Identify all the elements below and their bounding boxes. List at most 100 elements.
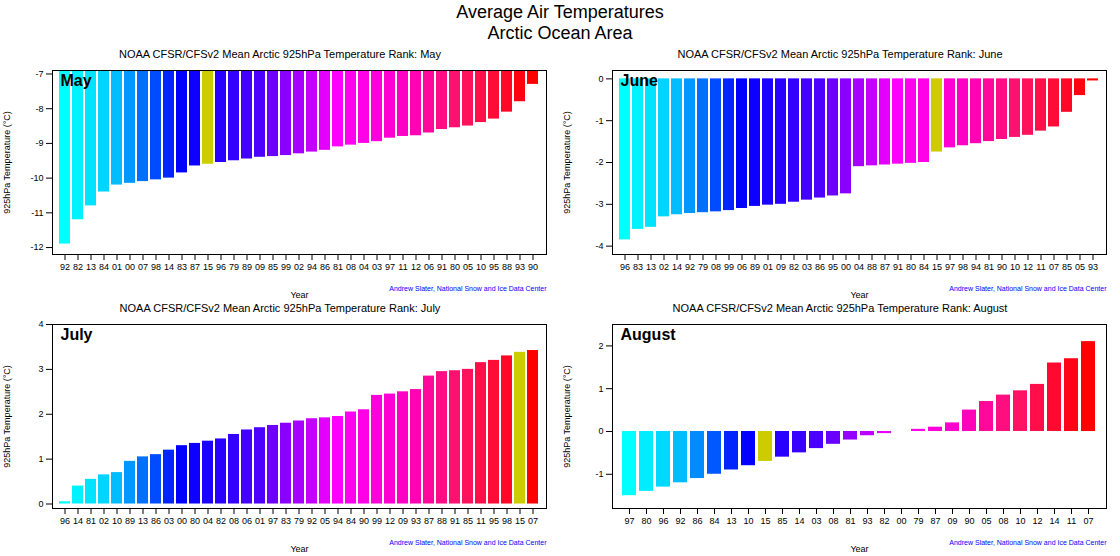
svg-text:95: 95 [828,262,838,272]
svg-text:12: 12 [411,262,421,272]
svg-text:84: 84 [99,262,109,272]
svg-text:Year: Year [850,544,868,554]
svg-text:14: 14 [1049,516,1059,526]
svg-text:03: 03 [802,262,812,272]
svg-text:83: 83 [633,262,643,272]
svg-text:-10: -10 [30,173,43,183]
svg-text:93: 93 [862,516,872,526]
svg-text:96: 96 [60,516,70,526]
svg-text:91: 91 [450,516,460,526]
svg-text:80: 80 [450,262,460,272]
svg-text:04: 04 [203,516,213,526]
svg-text:Andrew Slater, National Snow a: Andrew Slater, National Snow and Ice Dat… [949,539,1107,546]
svg-text:15: 15 [515,516,525,526]
svg-text:May: May [61,72,92,89]
svg-text:81: 81 [984,262,994,272]
svg-text:93: 93 [515,262,525,272]
svg-text:96: 96 [658,516,668,526]
svg-text:09: 09 [776,262,786,272]
svg-text:14: 14 [164,262,174,272]
svg-text:00: 00 [177,516,187,526]
svg-text:11: 11 [1036,262,1045,272]
svg-text:98: 98 [958,262,968,272]
svg-text:82: 82 [879,516,889,526]
svg-text:91: 91 [893,262,903,272]
svg-text:09: 09 [947,516,957,526]
svg-text:89: 89 [125,516,135,526]
svg-text:85: 85 [463,516,473,526]
svg-text:02: 02 [659,262,669,272]
svg-text:79: 79 [229,262,239,272]
svg-text:03: 03 [811,516,821,526]
svg-text:-9: -9 [35,138,43,148]
svg-text:13: 13 [138,516,148,526]
svg-text:13: 13 [646,262,656,272]
svg-text:86: 86 [320,262,330,272]
svg-text:07: 07 [1049,262,1059,272]
svg-text:86: 86 [151,516,161,526]
svg-text:95: 95 [489,516,499,526]
svg-text:80: 80 [641,516,651,526]
svg-text:1: 1 [598,384,603,394]
svg-text:87: 87 [930,516,940,526]
svg-text:92: 92 [307,516,317,526]
svg-text:08: 08 [229,516,239,526]
svg-text:93: 93 [1088,262,1098,272]
svg-text:14: 14 [73,516,83,526]
svg-text:89: 89 [242,262,252,272]
svg-text:89: 89 [750,262,760,272]
svg-text:79: 79 [698,262,708,272]
svg-text:15: 15 [932,262,942,272]
svg-text:15: 15 [203,262,213,272]
svg-text:81: 81 [333,262,343,272]
svg-text:07: 07 [138,262,148,272]
svg-text:Andrew Slater, National Snow a: Andrew Slater, National Snow and Ice Dat… [389,285,547,292]
svg-text:06: 06 [737,262,747,272]
svg-text:80: 80 [906,262,916,272]
svg-text:1: 1 [38,454,43,464]
svg-text:84: 84 [919,262,929,272]
svg-text:-1: -1 [595,116,603,126]
svg-text:92: 92 [60,262,70,272]
svg-text:90: 90 [528,262,538,272]
svg-text:06: 06 [242,516,252,526]
svg-text:08: 08 [711,262,721,272]
svg-text:97: 97 [268,516,278,526]
svg-text:Year: Year [290,290,308,300]
svg-text:94: 94 [971,262,981,272]
svg-text:82: 82 [73,262,83,272]
svg-text:-8: -8 [35,104,43,114]
svg-text:91: 91 [437,262,447,272]
svg-text:96: 96 [216,262,226,272]
svg-text:Andrew Slater, National Snow a: Andrew Slater, National Snow and Ice Dat… [949,285,1107,292]
svg-text:00: 00 [896,516,906,526]
svg-text:95: 95 [489,262,499,272]
svg-text:90: 90 [997,262,1007,272]
svg-text:12: 12 [1032,516,1042,526]
svg-text:88: 88 [437,516,447,526]
svg-text:-12: -12 [30,242,43,252]
svg-text:97: 97 [385,262,395,272]
svg-text:86: 86 [692,516,702,526]
svg-text:07: 07 [1083,516,1093,526]
svg-text:82: 82 [789,262,799,272]
svg-text:Andrew Slater, National Snow a: Andrew Slater, National Snow and Ice Dat… [389,539,547,546]
svg-text:14: 14 [672,262,682,272]
svg-text:14: 14 [794,516,804,526]
svg-text:-2: -2 [595,157,603,167]
svg-text:83: 83 [281,516,291,526]
svg-text:99: 99 [724,262,734,272]
svg-text:07: 07 [528,516,538,526]
svg-text:97: 97 [624,516,634,526]
svg-text:Year: Year [290,544,308,554]
svg-text:-7: -7 [35,69,43,79]
svg-text:84: 84 [709,516,719,526]
svg-text:3: 3 [38,364,43,374]
svg-text:August: August [621,326,677,343]
svg-text:98: 98 [502,516,512,526]
svg-text:July: July [61,326,93,343]
svg-text:10: 10 [743,516,753,526]
svg-text:11: 11 [398,262,407,272]
svg-text:92: 92 [685,262,695,272]
svg-text:85: 85 [268,262,278,272]
